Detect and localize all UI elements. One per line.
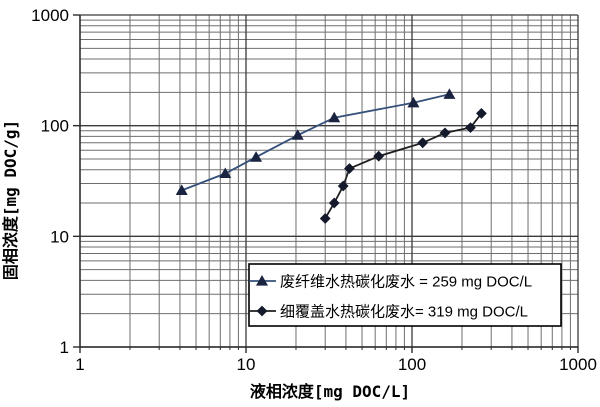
x-tick-label: 1 — [75, 355, 84, 374]
x-axis-title: 液相浓度[mg DOC/L] — [250, 382, 410, 401]
legend-box — [248, 263, 562, 327]
diamond-marker-icon — [439, 127, 451, 139]
axes — [73, 14, 579, 353]
y-axis-title: 固相浓度[mg DOC/g] — [1, 120, 20, 280]
triangle-marker-icon — [250, 151, 263, 162]
x-tick-label: 1000 — [559, 355, 597, 374]
triangle-marker-icon — [407, 96, 420, 108]
diamond-marker-icon — [337, 180, 349, 192]
x-tick-label: 100 — [398, 355, 426, 374]
y-tick-label: 100 — [41, 117, 69, 136]
diamond-marker-icon — [319, 213, 331, 224]
triangle-marker-icon — [443, 88, 456, 99]
legend: 废纤维水热碳化废水 = 259 mg DOC/L 细覆盖水热碳化废水= 319 m… — [248, 263, 562, 327]
diamond-marker-icon — [373, 150, 385, 162]
diamond-marker-icon — [417, 137, 429, 149]
y-tick-label: 10 — [50, 227, 69, 246]
y-tick-label: 1000 — [31, 6, 69, 25]
diamond-marker-icon — [476, 108, 487, 119]
triangle-marker-icon — [328, 111, 341, 123]
legend-item: 细覆盖水热碳化废水= 319 mg DOC/L — [249, 304, 528, 321]
diamond-marker-icon — [344, 163, 355, 174]
diamond-marker-icon — [465, 122, 476, 134]
triangle-marker-icon — [291, 129, 304, 140]
series-triangle — [175, 88, 456, 196]
diamond-marker-icon — [328, 197, 340, 209]
x-tick-label: 10 — [237, 355, 256, 374]
triangle-marker-icon — [219, 167, 232, 179]
data-series — [175, 88, 487, 224]
triangle-marker-icon — [256, 275, 268, 286]
legend-label: 废纤维水热碳化废水 = 259 mg DOC/L — [280, 274, 532, 291]
series-diamond — [319, 108, 487, 224]
triangle-marker-icon — [175, 184, 188, 196]
tick-labels: 1 10 100 1000 1 10 100 1000 — [31, 6, 597, 374]
legend-item: 废纤维水热碳化废水 = 259 mg DOC/L — [249, 274, 532, 291]
y-tick-label: 1 — [60, 338, 69, 357]
diamond-marker-icon — [256, 305, 268, 317]
legend-label: 细覆盖水热碳化废水= 319 mg DOC/L — [280, 304, 528, 321]
